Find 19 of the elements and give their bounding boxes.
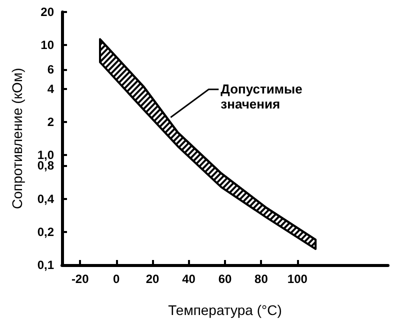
x-tick-label: 100 (287, 272, 308, 286)
x-tick-label: 20 (146, 272, 160, 286)
y-axis-title: Сопротивление (кОм) (9, 68, 25, 210)
y-tick-label: 0,2 (37, 224, 54, 239)
y-tick-label: 1,0 (37, 148, 54, 162)
y-tick-label: 2 (47, 114, 54, 129)
y-tick-label: 0,1 (37, 258, 54, 272)
y-tick-label: 10 (40, 38, 54, 52)
x-tick-label: 60 (218, 272, 232, 286)
y-tick-label: 4 (47, 82, 54, 96)
y-tick-label: 0,4 (37, 192, 54, 206)
x-tick-label: 0 (112, 272, 120, 286)
annotation: Допустимые значения (220, 81, 302, 112)
x-tick-label: -20 (71, 272, 90, 286)
x-tick-label: 40 (182, 272, 196, 286)
x-axis-title: Температура (°C) (168, 302, 282, 318)
y-tick-label: 20 (40, 5, 54, 19)
y-tick-label: 6 (47, 62, 54, 76)
x-tick-label: 80 (254, 272, 268, 286)
